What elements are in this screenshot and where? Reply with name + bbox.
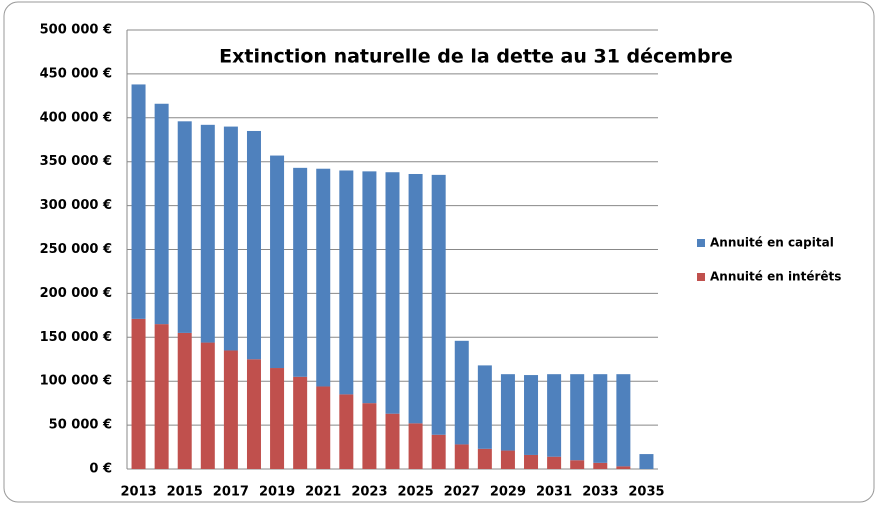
- bar-segment: [454, 444, 469, 469]
- x-tick-label: 2015: [167, 485, 203, 500]
- bar-segment: [223, 126, 238, 351]
- bar-segment: [616, 466, 631, 469]
- x-tick-label: 2035: [628, 485, 664, 500]
- y-tick-label: 250 000 €: [40, 242, 112, 257]
- legend-swatch: [697, 239, 705, 247]
- x-tick-label: 2033: [582, 485, 618, 500]
- legend-label: Annuité en capital: [710, 236, 834, 250]
- bar-segment: [547, 374, 562, 457]
- bar-segment: [524, 454, 539, 469]
- x-tick-label: 2027: [444, 485, 480, 500]
- bar-segment: [246, 130, 261, 360]
- y-tick-label: 100 000 €: [40, 374, 112, 389]
- bar-segment: [223, 350, 238, 469]
- x-tick-label: 2025: [397, 485, 433, 500]
- bar-segment: [339, 170, 354, 395]
- bar-segment: [270, 368, 285, 469]
- y-tick-label: 200 000 €: [40, 286, 112, 301]
- x-tick-label: 2021: [305, 485, 341, 500]
- legend-label: Annuité en intérêts: [710, 270, 841, 284]
- chart-title: Extinction naturelle de la dette au 31 d…: [219, 46, 733, 68]
- bar-segment: [431, 174, 446, 435]
- bar-segment: [385, 413, 400, 469]
- bar-segment: [500, 450, 515, 469]
- bar-segment: [477, 365, 492, 449]
- bar-segment: [570, 374, 585, 461]
- bar-segment: [477, 448, 492, 469]
- bar-segment: [177, 121, 192, 333]
- x-tick-label: 2013: [120, 485, 156, 500]
- y-tick-label: 500 000 €: [40, 23, 112, 38]
- bar-segment: [316, 386, 331, 469]
- bar-segment: [454, 340, 469, 445]
- bar-segment: [593, 374, 608, 463]
- bar-segment: [500, 374, 515, 451]
- bar-segment: [131, 84, 146, 319]
- bar-segment: [200, 342, 215, 469]
- y-tick-label: 400 000 €: [40, 110, 112, 125]
- bar-segment: [408, 423, 423, 469]
- bar-segment: [524, 375, 539, 455]
- y-tick-label: 0 €: [89, 462, 112, 477]
- bar-segment: [431, 434, 446, 469]
- x-tick-label: 2023: [351, 485, 387, 500]
- y-tick-label: 300 000 €: [40, 198, 112, 213]
- bar-segment: [177, 332, 192, 469]
- x-tick-label: 2029: [490, 485, 526, 500]
- y-tick-label: 350 000 €: [40, 154, 112, 169]
- bar-segment: [154, 324, 169, 469]
- x-tick-label: 2031: [536, 485, 572, 500]
- x-tick-label: 2019: [259, 485, 295, 500]
- legend-swatch: [697, 273, 705, 281]
- bar-segment: [547, 456, 562, 469]
- bar-segment: [570, 460, 585, 469]
- bar-segment: [339, 394, 354, 469]
- bar-segment: [616, 374, 631, 467]
- bar-segment: [362, 171, 377, 404]
- y-tick-label: 150 000 €: [40, 330, 112, 345]
- bar-segment: [316, 168, 331, 387]
- bar-segment: [200, 124, 215, 343]
- bar-segment: [639, 454, 654, 469]
- bar-segment: [246, 359, 261, 469]
- bar-segment: [293, 376, 308, 469]
- x-tick-label: 2017: [213, 485, 249, 500]
- bar-segment: [270, 155, 285, 369]
- bar-segment: [362, 403, 377, 469]
- y-tick-label: 50 000 €: [49, 418, 112, 433]
- bar-segment: [293, 167, 308, 377]
- y-tick-label: 450 000 €: [40, 66, 112, 81]
- bar-segment: [131, 318, 146, 469]
- bar-segment: [593, 462, 608, 469]
- bar-segment: [385, 172, 400, 414]
- bar-segment: [154, 103, 169, 325]
- bar-segment: [408, 173, 423, 424]
